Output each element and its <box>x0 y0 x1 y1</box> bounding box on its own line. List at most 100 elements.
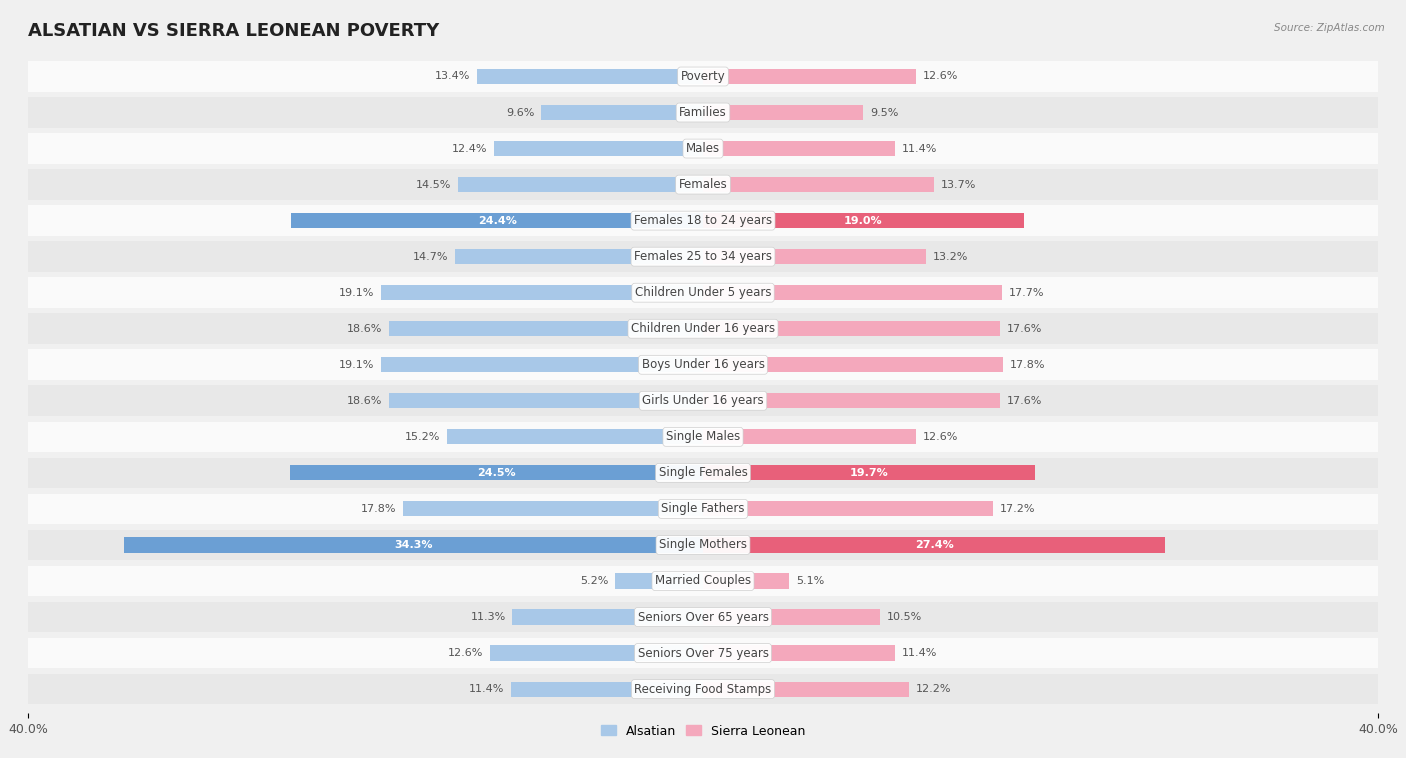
Text: 13.2%: 13.2% <box>932 252 967 262</box>
Legend: Alsatian, Sierra Leonean: Alsatian, Sierra Leonean <box>596 719 810 743</box>
Bar <box>28 61 1378 92</box>
Text: Single Fathers: Single Fathers <box>661 503 745 515</box>
Text: 5.2%: 5.2% <box>581 576 609 586</box>
Bar <box>703 321 1000 337</box>
Bar <box>703 213 1024 228</box>
Bar <box>703 393 1000 409</box>
Bar <box>512 609 703 625</box>
Bar <box>28 674 1378 704</box>
Text: 9.5%: 9.5% <box>870 108 898 117</box>
Bar <box>456 249 703 265</box>
Bar <box>28 349 1378 380</box>
Text: 11.4%: 11.4% <box>903 648 938 658</box>
Text: 12.6%: 12.6% <box>922 432 957 442</box>
Bar <box>703 429 915 444</box>
Text: 17.6%: 17.6% <box>1007 324 1042 334</box>
Bar <box>616 573 703 588</box>
Bar <box>28 386 1378 416</box>
Text: 12.2%: 12.2% <box>915 684 950 694</box>
Text: 34.3%: 34.3% <box>395 540 433 550</box>
Text: Source: ZipAtlas.com: Source: ZipAtlas.com <box>1274 23 1385 33</box>
Bar <box>703 465 1035 481</box>
Bar <box>28 97 1378 128</box>
Text: 5.1%: 5.1% <box>796 576 824 586</box>
Text: 17.7%: 17.7% <box>1008 288 1043 298</box>
Text: 19.1%: 19.1% <box>339 360 374 370</box>
Bar <box>703 501 993 516</box>
Bar <box>381 357 703 372</box>
Bar <box>28 565 1378 597</box>
Bar <box>124 537 703 553</box>
Text: 13.7%: 13.7% <box>941 180 976 190</box>
Bar <box>703 69 915 84</box>
Bar <box>290 465 703 481</box>
Text: 12.6%: 12.6% <box>449 648 484 658</box>
Text: Children Under 5 years: Children Under 5 years <box>634 287 772 299</box>
Bar <box>494 141 703 156</box>
Text: 11.4%: 11.4% <box>903 143 938 154</box>
Bar <box>458 177 703 193</box>
Text: Girls Under 16 years: Girls Under 16 years <box>643 394 763 407</box>
Text: 17.8%: 17.8% <box>360 504 396 514</box>
Text: ALSATIAN VS SIERRA LEONEAN POVERTY: ALSATIAN VS SIERRA LEONEAN POVERTY <box>28 23 439 40</box>
Text: 11.4%: 11.4% <box>468 684 503 694</box>
Bar <box>291 213 703 228</box>
Text: 19.7%: 19.7% <box>849 468 889 478</box>
Text: 18.6%: 18.6% <box>347 324 382 334</box>
Bar <box>703 537 1166 553</box>
Text: 19.0%: 19.0% <box>844 215 883 226</box>
Bar <box>28 602 1378 632</box>
Text: Children Under 16 years: Children Under 16 years <box>631 322 775 335</box>
Text: 17.8%: 17.8% <box>1010 360 1046 370</box>
Text: 27.4%: 27.4% <box>915 540 953 550</box>
Text: Single Females: Single Females <box>658 466 748 479</box>
Bar <box>28 637 1378 669</box>
Text: Single Mothers: Single Mothers <box>659 538 747 552</box>
Text: 12.6%: 12.6% <box>922 71 957 81</box>
Text: 13.4%: 13.4% <box>434 71 470 81</box>
Text: 18.6%: 18.6% <box>347 396 382 406</box>
Bar <box>28 133 1378 164</box>
Bar <box>703 681 908 697</box>
Bar <box>703 141 896 156</box>
Text: 17.2%: 17.2% <box>1000 504 1035 514</box>
Text: 14.7%: 14.7% <box>413 252 449 262</box>
Text: Males: Males <box>686 142 720 155</box>
Bar <box>28 169 1378 200</box>
Bar <box>491 646 703 661</box>
Text: 24.5%: 24.5% <box>477 468 516 478</box>
Text: Females 25 to 34 years: Females 25 to 34 years <box>634 250 772 263</box>
Text: Females: Females <box>679 178 727 191</box>
Text: 24.4%: 24.4% <box>478 215 516 226</box>
Text: Seniors Over 65 years: Seniors Over 65 years <box>637 610 769 624</box>
Text: Families: Families <box>679 106 727 119</box>
Bar <box>389 321 703 337</box>
Text: Females 18 to 24 years: Females 18 to 24 years <box>634 214 772 227</box>
Bar <box>28 458 1378 488</box>
Bar <box>703 105 863 120</box>
Bar <box>703 249 925 265</box>
Bar <box>703 285 1001 300</box>
Bar <box>703 357 1004 372</box>
Bar <box>28 313 1378 344</box>
Bar <box>510 681 703 697</box>
Text: 17.6%: 17.6% <box>1007 396 1042 406</box>
Bar <box>447 429 703 444</box>
Bar <box>477 69 703 84</box>
Text: 19.1%: 19.1% <box>339 288 374 298</box>
Text: 10.5%: 10.5% <box>887 612 922 622</box>
Bar <box>703 177 934 193</box>
Bar <box>28 493 1378 525</box>
Bar <box>28 277 1378 308</box>
Text: Single Males: Single Males <box>666 431 740 443</box>
Text: 12.4%: 12.4% <box>451 143 486 154</box>
Text: 15.2%: 15.2% <box>405 432 440 442</box>
Text: Receiving Food Stamps: Receiving Food Stamps <box>634 683 772 696</box>
Bar <box>28 530 1378 560</box>
Bar <box>703 609 880 625</box>
Bar <box>28 241 1378 272</box>
Bar <box>541 105 703 120</box>
Bar <box>703 646 896 661</box>
Text: 11.3%: 11.3% <box>471 612 506 622</box>
Text: Married Couples: Married Couples <box>655 575 751 587</box>
